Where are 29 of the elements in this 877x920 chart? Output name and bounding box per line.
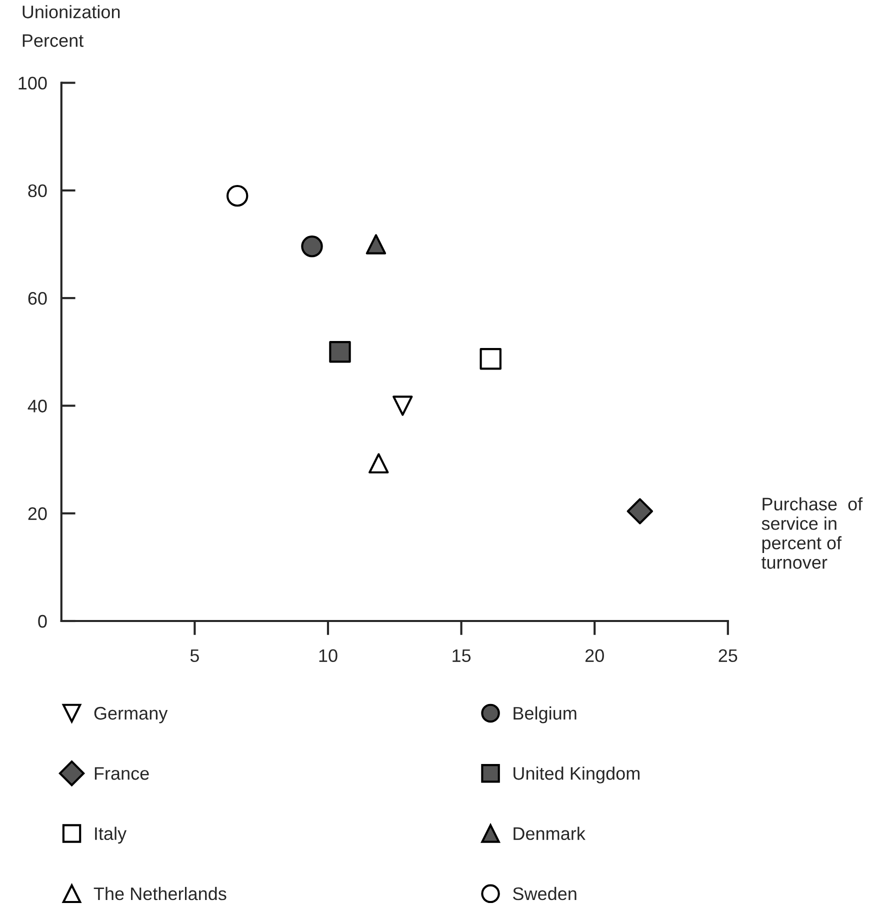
x-tick-label: 5 xyxy=(190,649,199,662)
x-axis-title: Purchase of service in percent of turnover xyxy=(762,497,863,569)
point xyxy=(329,341,351,363)
x-tick-label: 10 xyxy=(319,649,338,662)
legend-label: The Netherlands xyxy=(94,886,226,900)
point xyxy=(480,348,502,370)
y-tick-label: 80 xyxy=(28,184,47,198)
y-tick-label: 20 xyxy=(28,507,47,520)
point xyxy=(366,234,386,254)
x-tick-label: 15 xyxy=(452,649,471,662)
legend-label: Denmark xyxy=(514,826,586,840)
point xyxy=(226,184,248,207)
legend-label: Italy xyxy=(95,826,127,844)
point xyxy=(392,396,413,416)
y-tick-label: 60 xyxy=(28,292,47,305)
y-tick-label: 40 xyxy=(28,400,47,412)
y-tick-label: 0 xyxy=(38,614,47,628)
legend-label: Germany xyxy=(94,706,168,724)
legend-label: Sweden xyxy=(513,886,576,900)
y-tick-label: 100 xyxy=(18,76,47,90)
x-tick-label: 20 xyxy=(585,649,604,662)
legend-label: United Kingdom xyxy=(514,766,640,784)
point xyxy=(301,236,323,258)
legend-label: France xyxy=(94,767,149,780)
x-tick-label: 25 xyxy=(718,649,738,662)
point xyxy=(368,453,389,474)
y-axis-title: Unionization Percent xyxy=(22,5,120,47)
legend-label: Belgium xyxy=(514,706,576,724)
point xyxy=(626,498,653,524)
